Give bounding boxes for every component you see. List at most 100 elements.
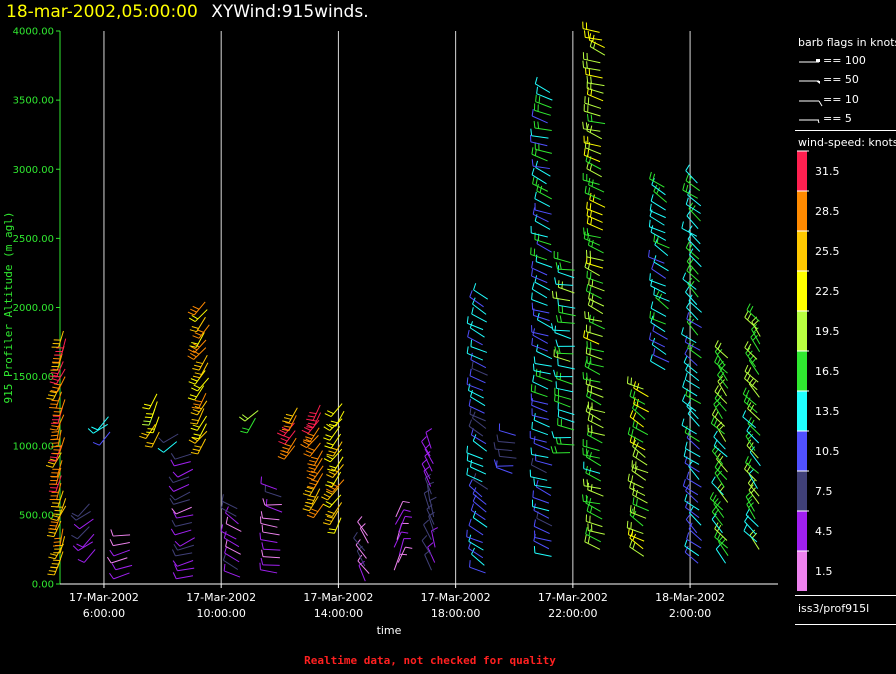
wind-barb-flag xyxy=(686,471,690,479)
wind-barb-flag xyxy=(189,329,197,333)
wind-barb-flag xyxy=(142,407,150,410)
wind-barb-staff xyxy=(746,503,756,520)
wind-barb-flag xyxy=(192,424,200,428)
wind-barb-flag xyxy=(190,352,197,358)
wind-barb-flag xyxy=(46,535,55,538)
wind-barb-flag xyxy=(550,323,554,331)
wind-barb-flag xyxy=(589,203,592,211)
wind-barb-flag xyxy=(719,379,726,385)
wind-barb-flag xyxy=(50,521,58,523)
chart-title-name: XYWind:915winds. xyxy=(211,2,369,22)
wind-barb-staff xyxy=(684,500,700,511)
wind-barb-staff xyxy=(583,128,601,132)
wind-barb-flag xyxy=(469,368,472,376)
wind-barb-flag xyxy=(629,540,633,548)
wind-barb-flag xyxy=(327,531,335,534)
wind-barb-staff xyxy=(533,442,550,451)
wind-barb-flag xyxy=(658,293,663,301)
wind-barb-flag xyxy=(109,539,114,546)
wind-barb-flag xyxy=(749,305,754,313)
wind-barb-flag xyxy=(716,453,721,460)
wind-barb-flag xyxy=(587,30,590,39)
wind-barb-staff xyxy=(684,353,698,366)
wind-barb-flag xyxy=(649,209,653,217)
wind-barb-flag xyxy=(559,315,562,323)
wind-barb-flag xyxy=(421,535,428,541)
wind-barb-flag xyxy=(305,501,313,505)
wind-barb-flag xyxy=(328,485,336,490)
wind-barb-staff xyxy=(466,474,483,483)
wind-barb-flag xyxy=(587,149,590,157)
wind-barb-flag xyxy=(429,496,437,501)
wind-barb-flag xyxy=(684,441,688,449)
wind-barb-staff xyxy=(584,142,601,147)
wind-barb-flag xyxy=(401,531,409,534)
wind-barb-staff xyxy=(687,347,702,359)
wind-barb-staff xyxy=(532,309,550,314)
wind-barb-staff xyxy=(262,564,280,566)
wind-barb-staff xyxy=(686,270,700,283)
wind-barb-staff xyxy=(532,183,549,192)
wind-barb-flag xyxy=(681,327,684,335)
wind-barb-flag xyxy=(223,563,226,572)
wind-barb-flag xyxy=(191,406,199,410)
wind-barb-staff xyxy=(472,440,488,452)
wind-barb-staff xyxy=(681,227,698,237)
wind-barb-staff xyxy=(746,309,760,322)
wind-barb-staff xyxy=(59,528,64,546)
wind-barb-staff xyxy=(556,352,574,355)
wind-barb-staff xyxy=(466,536,483,543)
wind-barb-staff xyxy=(163,433,179,444)
wind-barb-staff xyxy=(583,445,600,452)
wind-barb-staff xyxy=(629,416,644,428)
wind-barb-flag xyxy=(325,513,333,518)
wind-barb-flag xyxy=(589,378,591,386)
wind-barb-flag xyxy=(328,528,336,531)
wind-barb-staff xyxy=(357,560,370,574)
wind-barb-flag xyxy=(76,543,84,548)
wind-barb-flag xyxy=(309,511,316,516)
wind-barb-flag xyxy=(687,188,691,196)
wind-barb-flag xyxy=(47,394,56,397)
wind-barb-flag xyxy=(588,406,592,414)
y-tick-label: 3500.00 xyxy=(13,96,54,107)
wind-barb-flag xyxy=(190,422,198,425)
wind-barb-flag xyxy=(468,479,473,486)
wind-barb-staff xyxy=(115,564,133,571)
wind-barb-flag xyxy=(190,346,198,351)
wind-barb-flag xyxy=(588,314,592,322)
wind-barb-flag xyxy=(173,511,177,519)
wind-barb-flag xyxy=(589,163,593,171)
wind-barb-staff xyxy=(531,299,548,306)
wind-barb-flag xyxy=(629,505,632,513)
wind-barb-staff xyxy=(714,536,729,549)
wind-barb-flag xyxy=(308,473,316,478)
x-tick-label-date: 17-Mar-2002 xyxy=(186,591,256,604)
wind-barb-flag xyxy=(714,410,719,418)
wind-barb-flag xyxy=(752,335,758,341)
wind-barb-flag xyxy=(590,114,593,122)
wind-barb-staff xyxy=(583,58,601,64)
wind-barb-flag xyxy=(590,484,593,492)
wind-barb-staff xyxy=(470,346,488,353)
wind-barb-staff xyxy=(467,460,484,467)
wind-barb-staff xyxy=(424,478,432,495)
wind-barb-staff xyxy=(685,203,701,214)
wind-barb-staff xyxy=(649,226,666,234)
wind-barb-staff xyxy=(83,549,96,563)
wind-barb-flag xyxy=(170,528,176,536)
wind-barb-flag xyxy=(717,463,722,471)
wind-barb-staff xyxy=(175,506,192,515)
wind-barb-staff xyxy=(329,426,341,441)
wind-barb-staff xyxy=(313,450,323,466)
wind-barb-flag xyxy=(688,248,694,255)
wind-barb-flag xyxy=(259,532,262,540)
wind-barb-staff xyxy=(651,268,667,279)
wind-barb-flag xyxy=(326,453,334,457)
wind-barb-staff xyxy=(473,479,489,490)
wind-barb-flag xyxy=(193,384,201,389)
wind-barb-staff xyxy=(627,382,644,390)
wind-barb-flag xyxy=(588,497,592,506)
wind-barb-staff xyxy=(199,362,209,378)
wind-barb-flag xyxy=(632,497,635,505)
